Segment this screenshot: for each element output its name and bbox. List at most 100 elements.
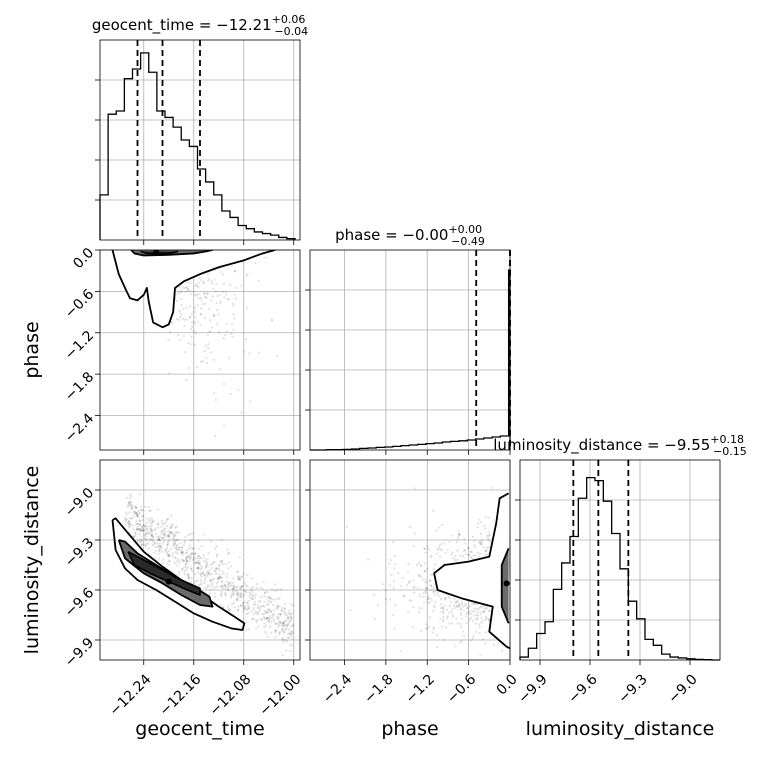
scatter-point [278,597,281,600]
scatter-point [290,616,293,620]
scatter-point [228,356,231,359]
scatter-point [480,538,483,542]
scatter-point [275,606,279,609]
scatter-point [389,584,392,587]
scatter-point [192,290,195,293]
scatter-point [470,555,473,559]
scatter-point [141,543,144,546]
scatter-point [159,531,162,534]
scatter-point [432,586,435,590]
scatter-point [419,595,422,598]
scatter-point [176,292,179,295]
scatter-point [157,538,160,541]
scatter-point [191,532,194,535]
scatter-point [178,546,181,549]
scatter-point [475,607,478,611]
scatter-point [393,567,396,570]
scatter-point [127,526,130,529]
scatter-point [290,603,293,606]
scatter-point [217,580,220,583]
scatter-point [206,561,209,564]
scatter-point [147,532,150,535]
marginal-title-phase: phase = −0.00+0.00 −0.49 [335,223,485,248]
scatter-point [132,510,135,514]
scatter-point [239,594,242,598]
scatter-point [462,605,465,608]
scatter-point [391,541,395,544]
scatter-point [412,545,415,548]
scatter-point [150,529,154,532]
scatter-point [436,548,439,551]
scatter-point [428,579,432,582]
scatter-point [277,616,280,619]
scatter-point [260,605,263,608]
scatter-point [183,570,186,573]
scatter-point [423,548,427,551]
scatter-point [150,534,154,537]
scatter-point [193,561,197,564]
scatter-point [167,517,170,520]
scatter-point [497,642,500,645]
scatter-point [227,589,230,592]
scatter-point [267,608,270,611]
scatter-point [143,528,147,531]
scatter-point [469,612,472,615]
scatter-point [180,297,183,301]
scatter-point [157,550,161,553]
scatter-point [173,542,176,545]
scatter-point [228,585,231,588]
scatter-point [185,551,189,554]
scatter-point [224,594,227,597]
scatter-point [263,616,266,619]
scatter-point [182,566,186,569]
scatter-point [291,632,295,635]
scatter-point [263,595,266,598]
scatter-point [412,579,415,582]
scatter-point [281,621,285,624]
scatter-point [239,595,242,598]
scatter-point [229,581,232,584]
scatter-point [166,544,169,547]
scatter-point [247,606,250,609]
scatter-point [204,564,207,567]
scatter-point [454,606,457,609]
scatter-point [176,564,179,567]
scatter-point [459,641,462,644]
scatter-point [487,546,490,549]
scatter-point [258,606,261,609]
scatter-point [485,607,488,610]
scatter-point [442,616,445,619]
scatter-point [135,506,138,509]
scatter-point [144,532,147,535]
scatter-point [196,561,199,564]
scatter-point [168,535,171,539]
scatter-point [224,333,227,337]
scatter-point [137,509,140,512]
scatter-point [240,639,243,642]
scatter-point [216,323,219,326]
scatter-point [418,593,421,596]
scatter-point [189,581,193,584]
scatter-point [443,597,446,600]
scatter-point [141,518,144,522]
scatter-point [276,616,279,619]
tick-label-x: −9.0 [665,671,700,706]
scatter-point [473,539,476,542]
scatter-point [193,329,196,333]
scatter-point [174,546,177,550]
scatter-point [223,583,226,586]
scatter-point [242,573,245,576]
scatter-point [193,552,196,555]
scatter-point [224,293,228,296]
panel-frame [519,459,721,661]
scatter-point [166,543,169,547]
scatter-point [140,540,143,543]
scatter-point [167,555,171,558]
scatter-point [197,562,200,565]
scatter-point [248,595,251,598]
scatter-point [402,595,406,598]
scatter-point [167,338,170,341]
scatter-point [204,316,207,320]
scatter-point [281,622,284,625]
scatter-point [188,557,191,561]
